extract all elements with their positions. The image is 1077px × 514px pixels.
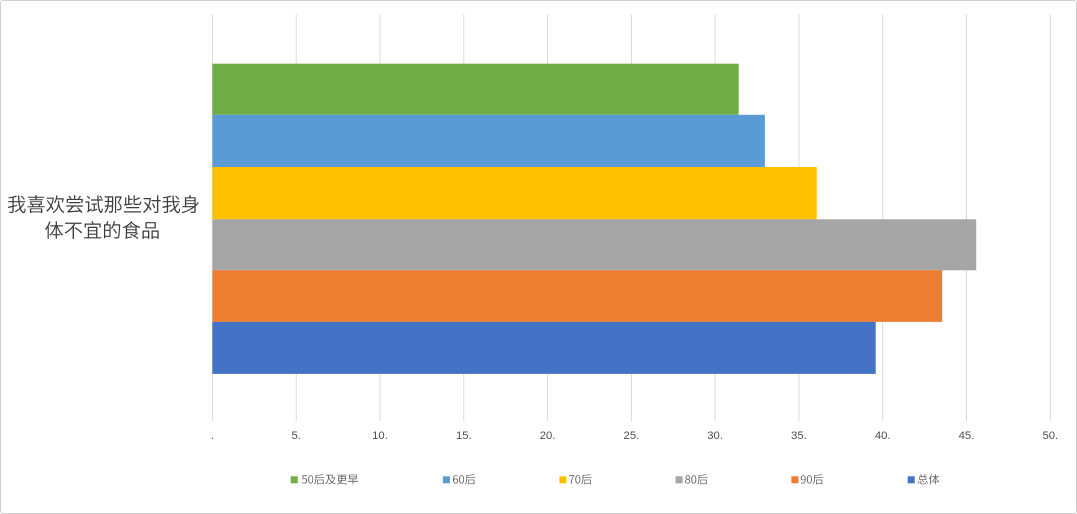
svg-text:25.: 25. xyxy=(624,430,640,442)
svg-text:5.: 5. xyxy=(291,430,300,442)
svg-text:30.: 30. xyxy=(707,430,723,442)
svg-text:45.: 45. xyxy=(959,430,975,442)
svg-text:20.: 20. xyxy=(540,430,556,442)
svg-text:35.: 35. xyxy=(791,430,807,442)
svg-text:.: . xyxy=(211,430,214,442)
svg-text:10.: 10. xyxy=(372,430,388,442)
svg-text:15.: 15. xyxy=(456,430,472,442)
svg-text:50.: 50. xyxy=(1042,430,1058,442)
svg-text:40.: 40. xyxy=(875,430,891,442)
